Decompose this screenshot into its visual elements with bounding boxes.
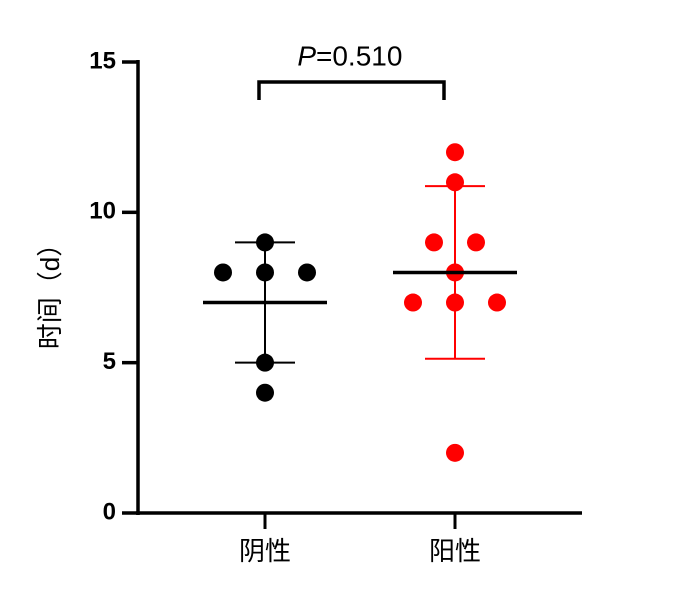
p-symbol: P (297, 40, 316, 71)
data-point (467, 233, 485, 252)
x-tick-label: 阴性 (239, 536, 291, 566)
data-point (446, 443, 464, 462)
data-point (404, 293, 422, 312)
data-point (256, 263, 274, 282)
data-point (256, 383, 274, 402)
data-point (214, 263, 232, 282)
y-tick-label: 5 (103, 348, 116, 375)
data-point (425, 233, 443, 252)
y-tick-label: 15 (89, 47, 116, 74)
data-point (488, 293, 506, 312)
data-point (446, 143, 464, 162)
data-point (256, 233, 274, 252)
significance-bracket (257, 80, 446, 100)
data-point (256, 353, 274, 372)
y-axis-label: 时间（d） (35, 231, 65, 349)
data-point (446, 293, 464, 312)
y-tick-label: 0 (103, 498, 116, 525)
y-tick-label: 10 (89, 198, 116, 225)
data-point (446, 173, 464, 192)
x-tick-label: 阳性 (429, 536, 481, 566)
p-value: =0.510 (316, 40, 402, 71)
data-point (298, 263, 316, 282)
